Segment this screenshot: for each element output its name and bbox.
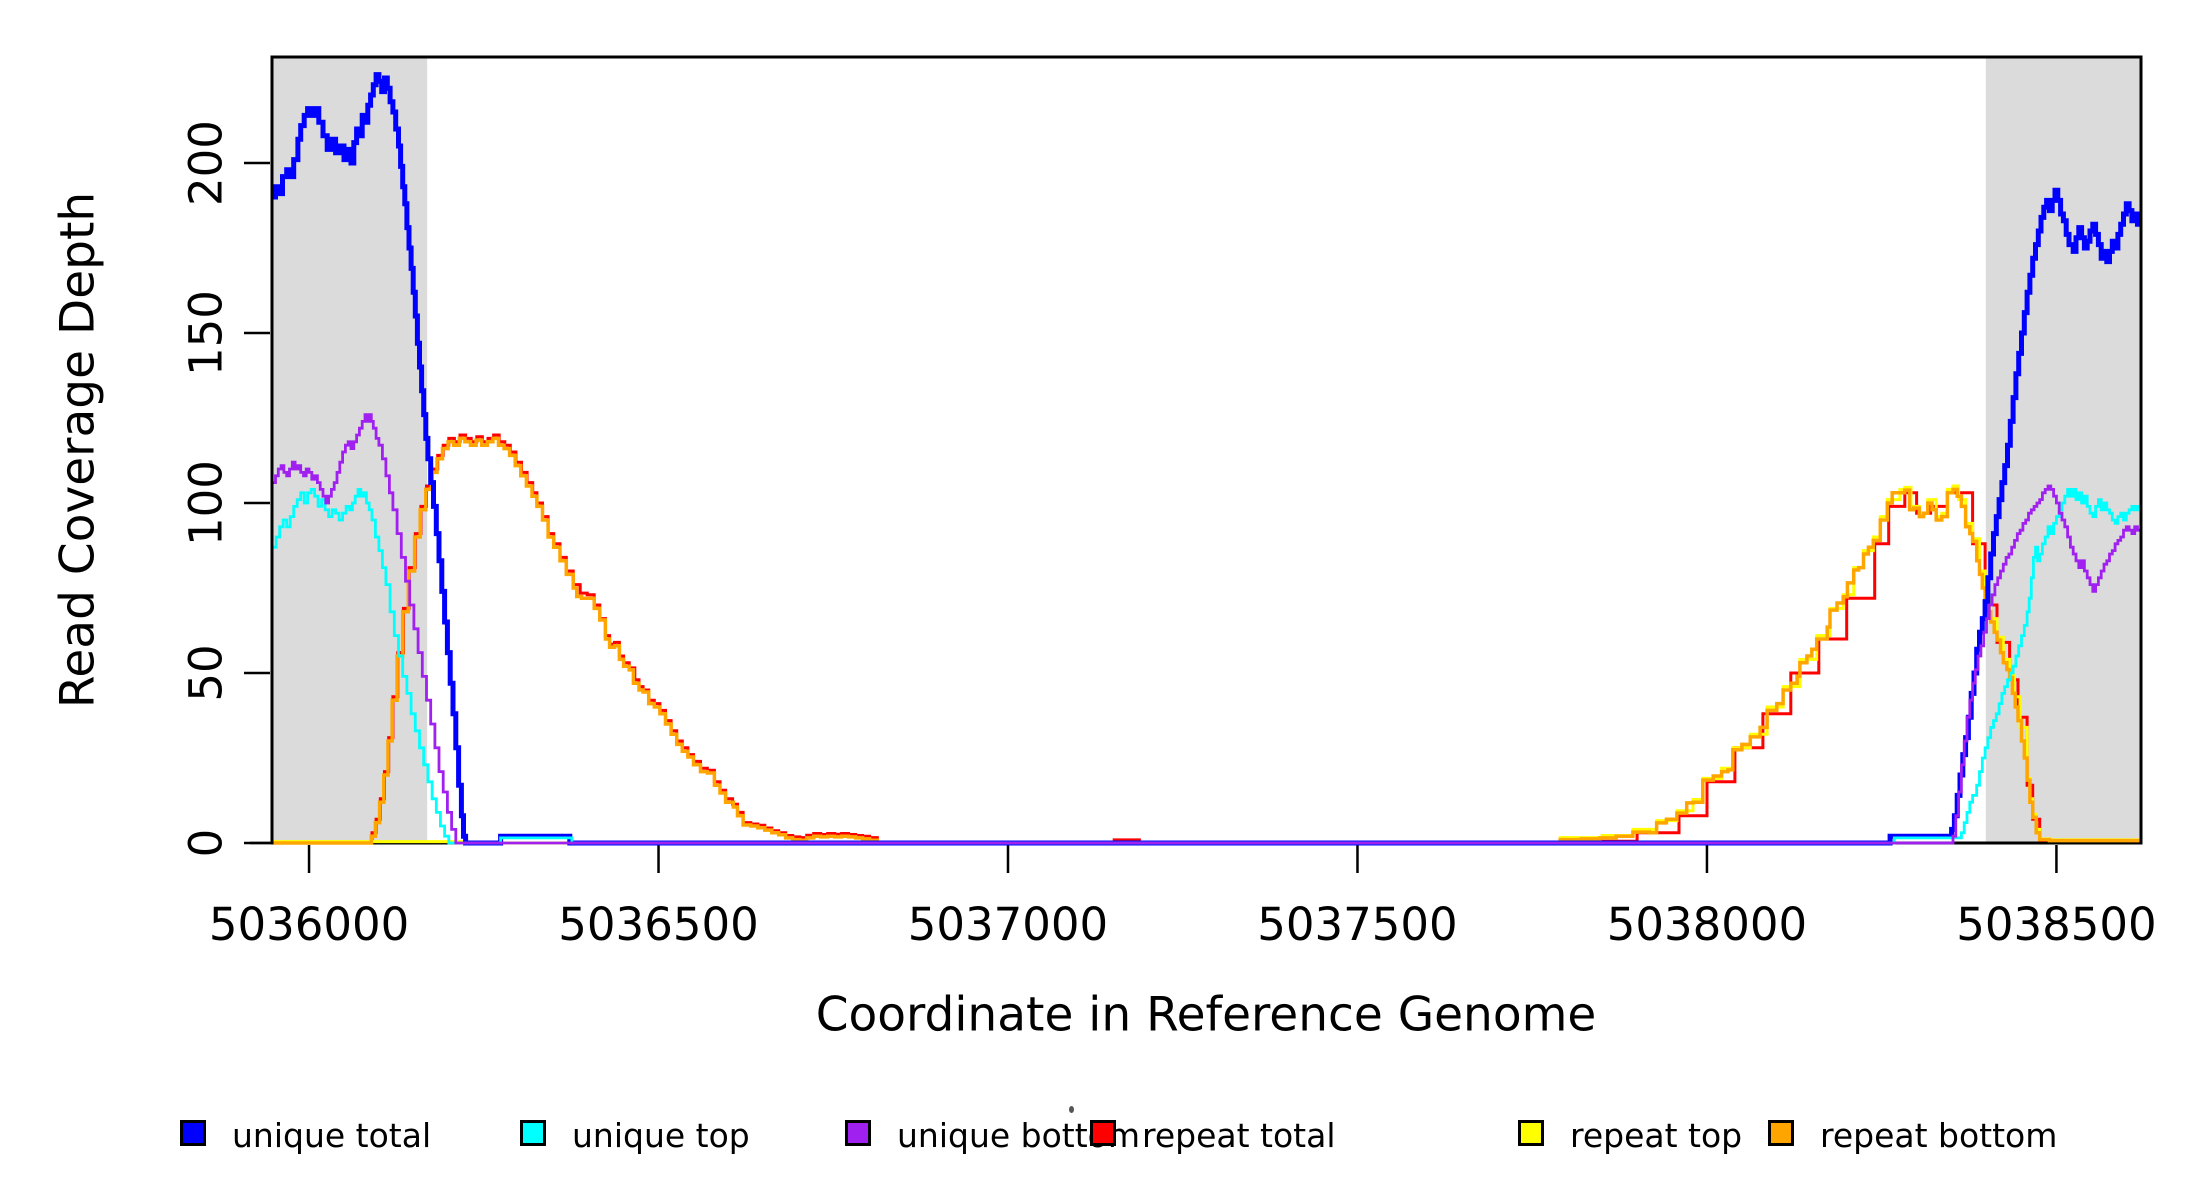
x-tick-label: 5038500 — [1956, 898, 2157, 951]
series-line-repeat-bottom — [273, 436, 2140, 845]
stray-dot — [1069, 1106, 1074, 1113]
legend-label: repeat bottom — [1820, 1116, 2058, 1155]
legend-label: repeat top — [1570, 1116, 1743, 1155]
y-tick-label: 150 — [179, 290, 233, 376]
y-tick-label: 50 — [179, 644, 233, 702]
x-tick-label: 5036000 — [208, 898, 410, 951]
legend-label: repeat total — [1142, 1116, 1336, 1155]
y-axis-title: Read Coverage Depth — [50, 191, 106, 709]
series-line-unique-total — [273, 72, 2140, 846]
legend-label: unique total — [232, 1116, 432, 1155]
legend-swatch-icon — [1518, 1120, 1544, 1146]
y-tick-label: 100 — [179, 460, 233, 546]
legend-swatch-icon — [520, 1120, 546, 1146]
y-tick-label: 0 — [179, 828, 233, 858]
legend-swatch-icon — [1768, 1120, 1794, 1146]
x-tick-label: 5037000 — [907, 898, 1109, 951]
x-tick-label: 5038000 — [1606, 898, 1808, 951]
legend-swatch-icon — [845, 1120, 871, 1146]
series-line-unique-top — [273, 488, 2140, 845]
y-tick-label: 200 — [179, 120, 233, 206]
series-line-unique-bottom — [273, 413, 2140, 845]
x-tick-label: 5036500 — [558, 898, 759, 951]
legend-swatch-icon — [180, 1120, 206, 1146]
x-axis-title: Coordinate in Reference Genome — [815, 987, 1597, 1043]
series-line-repeat-total — [273, 433, 2140, 845]
x-tick-label: 5037500 — [1257, 898, 1458, 951]
legend-label: unique top — [572, 1116, 750, 1155]
legend-swatch-icon — [1090, 1120, 1116, 1146]
plot-box — [270, 55, 2143, 845]
right-gray-band — [1985, 57, 2141, 843]
